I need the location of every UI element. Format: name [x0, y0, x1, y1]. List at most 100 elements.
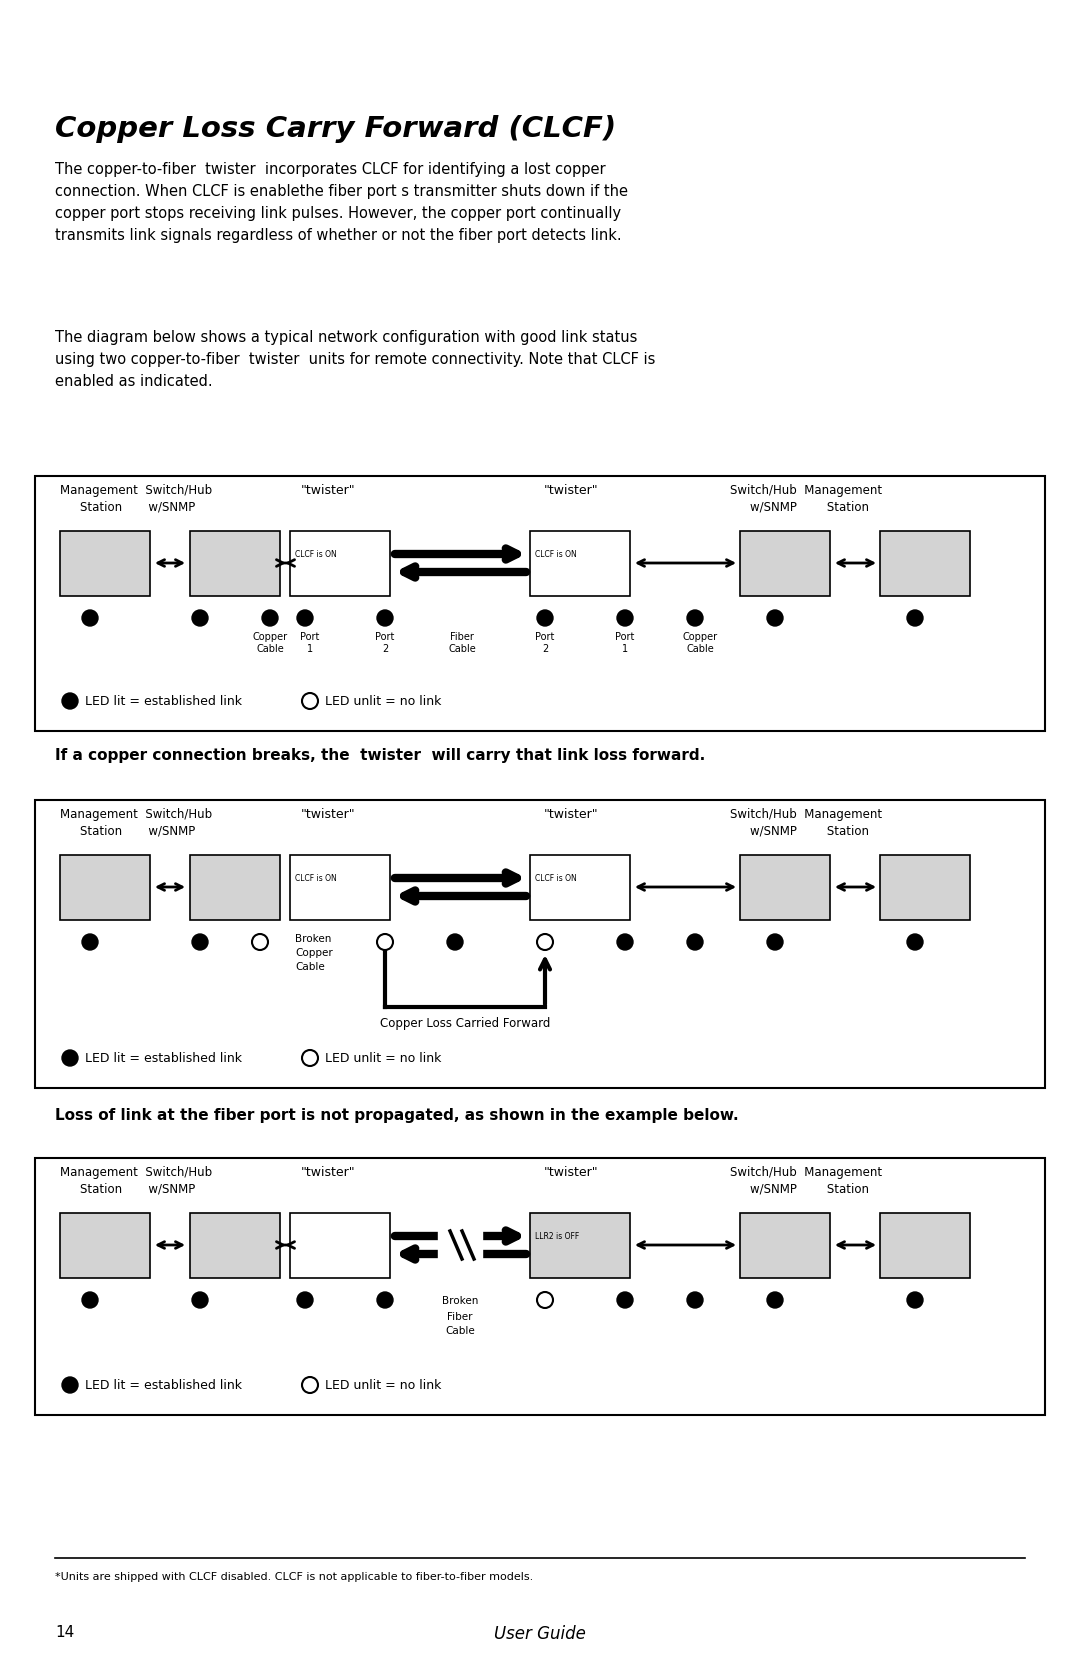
Bar: [60, 531, 150, 596]
Text: Cable: Cable: [295, 961, 325, 971]
Circle shape: [192, 609, 208, 626]
Circle shape: [907, 609, 923, 626]
Circle shape: [302, 1377, 318, 1394]
Circle shape: [62, 693, 78, 709]
Text: Broken: Broken: [295, 935, 332, 945]
Circle shape: [82, 609, 98, 626]
Text: LED lit = established link: LED lit = established link: [85, 1051, 242, 1065]
Bar: [60, 1213, 150, 1278]
Text: copper port stops receiving link pulses. However, the copper port continually: copper port stops receiving link pulses.…: [55, 205, 621, 220]
Circle shape: [687, 1292, 703, 1308]
Text: Station       w/SNMP: Station w/SNMP: [80, 1182, 195, 1195]
Text: 1: 1: [307, 644, 313, 654]
Circle shape: [377, 1292, 393, 1308]
Text: "twister": "twister": [543, 1167, 598, 1178]
Text: Cable: Cable: [256, 644, 284, 654]
Bar: [880, 531, 970, 596]
Text: Port: Port: [616, 633, 635, 643]
Text: CLCF is ON: CLCF is ON: [295, 875, 337, 883]
Text: CLCF is ON: CLCF is ON: [535, 551, 577, 559]
Text: Fiber: Fiber: [450, 633, 474, 643]
Circle shape: [447, 935, 463, 950]
Text: If a copper connection breaks, the  twister  will carry that link loss forward.: If a copper connection breaks, the twist…: [55, 748, 705, 763]
Text: enabled as indicated.: enabled as indicated.: [55, 374, 213, 389]
Circle shape: [537, 609, 553, 626]
Text: Copper: Copper: [295, 948, 333, 958]
Text: LLR2 is OFF: LLR2 is OFF: [535, 1232, 579, 1242]
Circle shape: [302, 693, 318, 709]
Bar: [35, 799, 1045, 1088]
Circle shape: [192, 935, 208, 950]
Text: LED unlit = no link: LED unlit = no link: [325, 1051, 442, 1065]
Text: Switch/Hub  Management: Switch/Hub Management: [730, 1167, 882, 1178]
Text: 2: 2: [382, 644, 388, 654]
Text: Fiber: Fiber: [447, 1312, 473, 1322]
Text: LED unlit = no link: LED unlit = no link: [325, 694, 442, 708]
Text: Port: Port: [376, 633, 394, 643]
Bar: [190, 855, 280, 920]
Text: w/SNMP        Station: w/SNMP Station: [750, 824, 869, 836]
Text: transmits link signals regardless of whether or not the fiber port detects link.: transmits link signals regardless of whe…: [55, 229, 622, 244]
Text: w/SNMP        Station: w/SNMP Station: [750, 501, 869, 512]
Bar: [291, 531, 390, 596]
Text: using two copper-to-fiber  twister  units for remote connectivity. Note that CLC: using two copper-to-fiber twister units …: [55, 352, 656, 367]
Bar: [291, 1213, 390, 1278]
Circle shape: [907, 1292, 923, 1308]
Text: Switch/Hub  Management: Switch/Hub Management: [730, 808, 882, 821]
Text: LED lit = established link: LED lit = established link: [85, 1379, 242, 1392]
Text: "twister": "twister": [300, 484, 355, 497]
Text: Cable: Cable: [445, 1325, 475, 1335]
Text: The copper-to-fiber  twister  incorporates CLCF for identifying a lost copper: The copper-to-fiber twister incorporates…: [55, 162, 606, 177]
Text: Loss of link at the fiber port is not propagated, as shown in the example below.: Loss of link at the fiber port is not pr…: [55, 1108, 739, 1123]
Bar: [740, 531, 831, 596]
Circle shape: [62, 1050, 78, 1066]
Text: Copper Loss Carry Forward (CLCF): Copper Loss Carry Forward (CLCF): [55, 115, 616, 144]
Text: 2: 2: [542, 644, 549, 654]
Text: *Units are shipped with CLCF disabled. CLCF is not applicable to fiber-to-fiber : *Units are shipped with CLCF disabled. C…: [55, 1572, 534, 1582]
Circle shape: [617, 935, 633, 950]
Circle shape: [617, 609, 633, 626]
Text: LED unlit = no link: LED unlit = no link: [325, 1379, 442, 1392]
Bar: [60, 855, 150, 920]
Circle shape: [302, 1050, 318, 1066]
Circle shape: [377, 609, 393, 626]
Text: "twister": "twister": [543, 484, 598, 497]
Text: Broken: Broken: [442, 1297, 478, 1307]
Text: CLCF is ON: CLCF is ON: [295, 551, 337, 559]
Text: LED lit = established link: LED lit = established link: [85, 694, 242, 708]
Text: Management  Switch/Hub: Management Switch/Hub: [60, 808, 212, 821]
Circle shape: [767, 1292, 783, 1308]
Circle shape: [537, 1292, 553, 1308]
Circle shape: [192, 1292, 208, 1308]
Text: 14: 14: [55, 1626, 75, 1641]
Text: Management  Switch/Hub: Management Switch/Hub: [60, 484, 212, 497]
Text: connection. When CLCF is enablethe fiber port s transmitter shuts down if the: connection. When CLCF is enablethe fiber…: [55, 184, 627, 199]
Text: "twister": "twister": [543, 808, 598, 821]
Text: "twister": "twister": [300, 808, 355, 821]
Bar: [35, 1158, 1045, 1415]
Text: CLCF is ON: CLCF is ON: [535, 875, 577, 883]
Circle shape: [907, 935, 923, 950]
Text: Station       w/SNMP: Station w/SNMP: [80, 501, 195, 512]
Circle shape: [82, 935, 98, 950]
Bar: [530, 1213, 630, 1278]
Circle shape: [297, 1292, 313, 1308]
Bar: [530, 531, 630, 596]
Text: w/SNMP        Station: w/SNMP Station: [750, 1182, 869, 1195]
Circle shape: [82, 1292, 98, 1308]
Text: Copper Loss Carried Forward: Copper Loss Carried Forward: [380, 1016, 550, 1030]
Text: Port: Port: [300, 633, 320, 643]
Bar: [190, 1213, 280, 1278]
Bar: [190, 531, 280, 596]
Text: Cable: Cable: [448, 644, 476, 654]
Text: Copper: Copper: [253, 633, 287, 643]
Circle shape: [377, 935, 393, 950]
Circle shape: [767, 609, 783, 626]
Circle shape: [537, 935, 553, 950]
Circle shape: [687, 609, 703, 626]
Text: Switch/Hub  Management: Switch/Hub Management: [730, 484, 882, 497]
Text: Station       w/SNMP: Station w/SNMP: [80, 824, 195, 836]
Text: Copper: Copper: [683, 633, 717, 643]
Text: "twister": "twister": [300, 1167, 355, 1178]
Circle shape: [617, 1292, 633, 1308]
